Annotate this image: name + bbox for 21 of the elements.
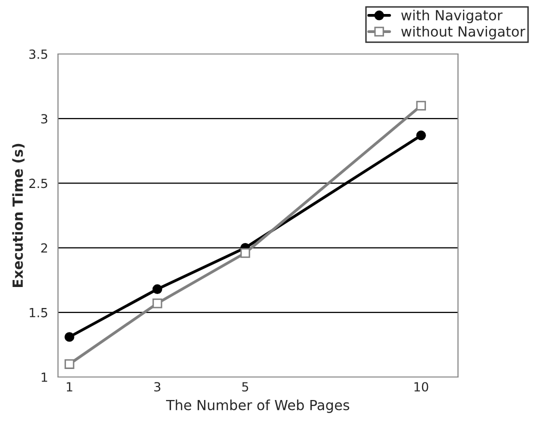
point: [64, 332, 74, 342]
x-tick-label: 1: [66, 382, 72, 392]
x-tick-label: 10: [414, 382, 428, 392]
x-axis-title: The Number of Web Pages: [166, 400, 350, 413]
legend-label: without Navigator: [401, 26, 526, 40]
y-tick-label: 2: [41, 243, 48, 253]
point: [152, 298, 162, 308]
point: [416, 130, 426, 140]
x-tick-label: 3: [154, 382, 160, 392]
y-axis-title: Execution Time (s): [12, 144, 25, 288]
y-tick-label: 1.5: [30, 308, 48, 318]
point: [416, 100, 426, 111]
x-tick-label: 5: [242, 382, 248, 392]
y-tick-label: 1: [42, 372, 48, 382]
legend-label: with Navigator: [401, 10, 503, 24]
point: [152, 284, 162, 294]
y-tick-label: 3.5: [29, 49, 48, 59]
point: [64, 359, 74, 369]
y-tick-label: 3: [41, 114, 48, 124]
y-tick-label: 2.5: [29, 178, 48, 188]
point: [240, 248, 250, 258]
